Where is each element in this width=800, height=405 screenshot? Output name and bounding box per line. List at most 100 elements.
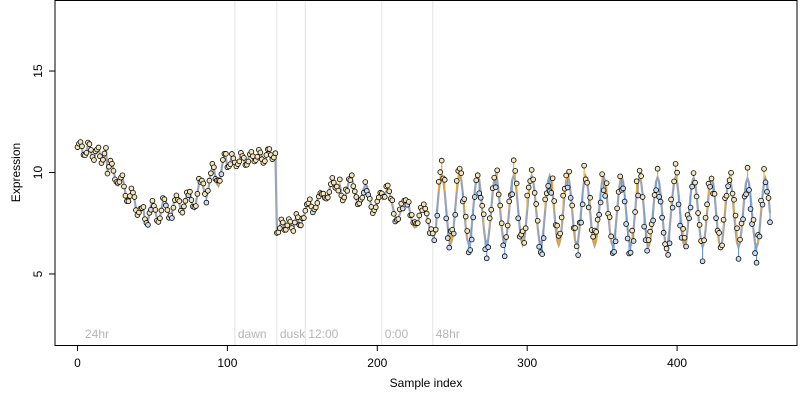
data-point (672, 161, 679, 167)
y-axis-title: Expression (9, 143, 23, 202)
data-point (307, 196, 313, 203)
data-point (241, 155, 247, 161)
data-point (83, 150, 90, 156)
data-point (389, 197, 396, 204)
data-point (549, 175, 556, 182)
data-point (606, 214, 613, 220)
data-point (422, 205, 429, 212)
data-point (292, 219, 298, 226)
data-point (208, 170, 214, 177)
data-point (122, 192, 129, 199)
data-point (366, 195, 373, 202)
data-point (764, 188, 770, 195)
data-point (761, 166, 767, 172)
data-point (522, 225, 529, 232)
data-point (623, 221, 629, 227)
x-axis-title: Sample index (390, 376, 463, 390)
data-point (284, 222, 291, 229)
data-point (97, 153, 103, 160)
data-point (446, 244, 453, 251)
data-point (245, 158, 252, 165)
data-point (716, 230, 722, 236)
data-point (567, 195, 574, 201)
data-point (653, 187, 659, 193)
data-point (423, 210, 430, 217)
data-point (152, 207, 159, 213)
data-point (362, 179, 369, 185)
data-point (720, 217, 727, 223)
x-tick-label: 300 (517, 356, 537, 370)
data-point (329, 175, 336, 181)
data-point (277, 225, 283, 231)
data-point (534, 217, 541, 224)
data-point (632, 209, 638, 215)
annotation-label: dusk (280, 327, 306, 341)
data-point (590, 233, 596, 240)
data-point (656, 194, 662, 200)
data-point (461, 196, 468, 202)
data-point (636, 167, 643, 174)
data-point (651, 192, 658, 198)
data-point (347, 177, 354, 183)
annotation-label: 0:00 (385, 327, 409, 341)
data-point (551, 198, 557, 204)
data-point (266, 146, 273, 152)
data-point (429, 230, 436, 237)
data-point (205, 187, 211, 194)
data-point (263, 152, 270, 158)
data-point (458, 170, 465, 176)
data-point (638, 173, 644, 179)
data-point (662, 241, 668, 247)
data-point (711, 191, 718, 197)
data-point (566, 168, 572, 175)
data-point (695, 210, 701, 216)
data-point (509, 191, 515, 198)
data-point (119, 172, 126, 179)
data-point (100, 156, 106, 163)
data-point (464, 228, 471, 234)
data-point (515, 215, 521, 222)
data-point (348, 172, 355, 178)
data-point (492, 184, 499, 190)
data-point (668, 196, 674, 203)
data-point (558, 214, 565, 221)
data-point (603, 180, 610, 186)
data-point (290, 228, 297, 234)
annotation-label: 48hr (436, 327, 460, 341)
data-point (629, 227, 635, 234)
data-point (578, 219, 584, 226)
data-point (381, 194, 388, 200)
data-point (612, 238, 619, 245)
data-point (624, 235, 631, 242)
data-point (597, 199, 604, 206)
data-point (690, 170, 697, 176)
data-point (326, 189, 333, 195)
data-point (441, 177, 448, 183)
annotation-label: 24hr (85, 327, 109, 341)
x-tick-label: 200 (367, 356, 387, 370)
data-point (302, 207, 309, 214)
data-point (513, 180, 520, 187)
data-point (713, 215, 719, 221)
data-point (542, 196, 548, 203)
data-point (227, 161, 234, 167)
data-point (486, 215, 493, 221)
data-point (596, 211, 602, 218)
data-point (287, 218, 294, 225)
data-point (331, 179, 337, 186)
y-tick-label: 5 (31, 270, 45, 277)
data-point (181, 203, 187, 210)
data-point (579, 201, 586, 208)
data-point (657, 198, 664, 205)
data-point (223, 151, 229, 157)
data-point (405, 199, 412, 205)
data-point (759, 201, 766, 208)
data-point (674, 169, 680, 176)
data-point (752, 250, 758, 256)
data-point (217, 178, 223, 184)
data-point (729, 190, 736, 197)
data-point (564, 184, 571, 191)
data-point (161, 196, 168, 203)
data-point (483, 255, 490, 262)
data-point (762, 179, 769, 186)
